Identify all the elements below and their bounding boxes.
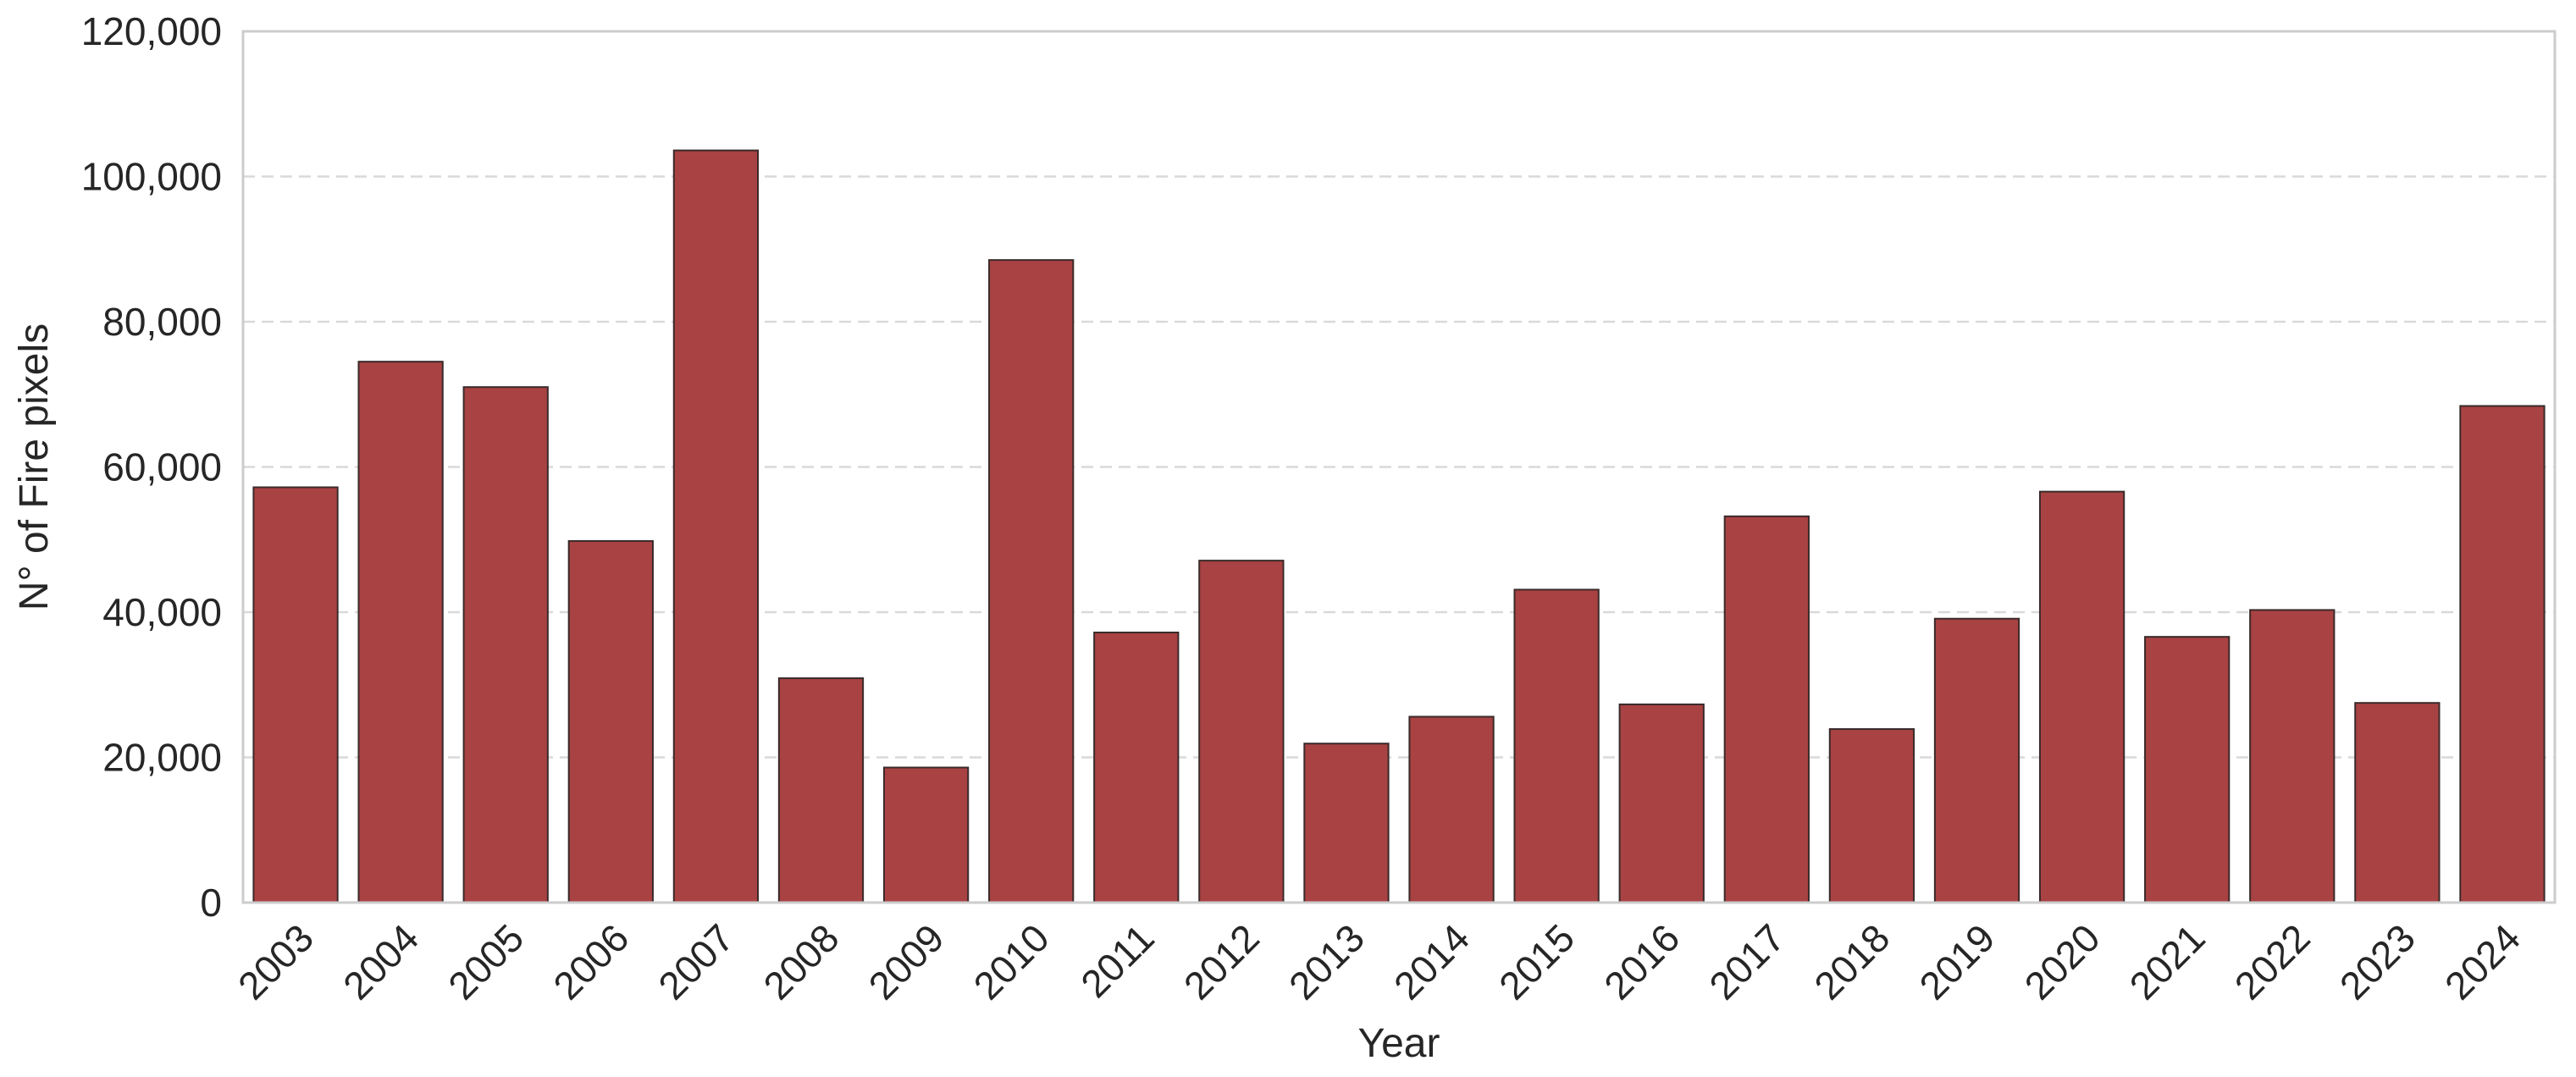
bar-2005: [462, 386, 549, 903]
x-tick-label: 2013: [1280, 915, 1373, 1008]
x-tick-label: 2018: [1805, 915, 1898, 1008]
x-tick-label: 2016: [1595, 915, 1688, 1008]
y-tick-label: 20,000: [102, 736, 222, 780]
x-tick-label: 2005: [439, 915, 532, 1008]
x-tick-label: 2017: [1700, 915, 1793, 1008]
bar-2023: [2354, 702, 2441, 903]
x-tick-label: 2008: [755, 915, 847, 1008]
bar-2009: [882, 766, 970, 903]
x-tick-label: 2019: [1910, 915, 2003, 1008]
bar-2003: [252, 486, 339, 903]
y-tick-label: 40,000: [102, 590, 222, 634]
y-axis-title: N° of Fire pixels: [12, 323, 57, 610]
bar-2008: [777, 677, 865, 903]
bar-2004: [357, 361, 444, 904]
x-tick-label: 2006: [544, 915, 637, 1008]
bar-2018: [1828, 728, 1915, 903]
bar-2007: [672, 149, 760, 903]
bar-2012: [1198, 560, 1285, 903]
bar-2020: [2038, 490, 2125, 904]
x-tick-label: 2007: [650, 915, 742, 1008]
x-tick-label: 2022: [2226, 915, 2319, 1008]
bar-2016: [1618, 703, 1705, 904]
x-tick-label: 2021: [2121, 915, 2214, 1008]
x-tick-label: 2024: [2436, 915, 2529, 1008]
x-tick-label: 2020: [2016, 915, 2109, 1008]
x-tick-label: 2004: [334, 915, 427, 1008]
x-tick-label: 2011: [1072, 915, 1163, 1006]
bar-2013: [1303, 743, 1390, 904]
y-tick-label: 60,000: [102, 445, 222, 489]
bar-2022: [2249, 609, 2336, 903]
x-tick-label: 2015: [1490, 915, 1583, 1008]
x-tick-label: 2003: [229, 915, 322, 1008]
bar-2006: [567, 539, 654, 904]
y-tick-labels: 0 20,000 40,000 60,000 80,000 100,000 120,000: [81, 9, 222, 925]
bar-2019: [1933, 617, 2020, 904]
y-tick-label: 100,000: [81, 155, 222, 199]
bar-2024: [2459, 405, 2546, 904]
x-tick-label: 2009: [860, 915, 953, 1008]
x-axis-title: Year: [1358, 1021, 1440, 1066]
x-tick-label: 2012: [1175, 915, 1268, 1008]
bar-2021: [2144, 636, 2231, 904]
x-tick-labels: 2003 2004 2005 2006 2007 2008 2009 2010 2011 2012…: [229, 915, 2529, 1008]
bar-2010: [988, 259, 1075, 903]
bar-2017: [1723, 515, 1810, 903]
bars: [252, 149, 2546, 904]
axes-frame: [241, 30, 2557, 904]
x-tick-label: 2023: [2331, 915, 2424, 1008]
bar-2015: [1513, 588, 1600, 903]
y-tick-label: 80,000: [102, 300, 222, 344]
y-tick-label: 120,000: [81, 9, 222, 53]
y-tick-label: 0: [200, 881, 222, 925]
x-tick-label: 2010: [965, 915, 1058, 1008]
bar-2014: [1408, 715, 1495, 903]
x-tick-label: 2014: [1385, 915, 1478, 1008]
bar-2011: [1093, 632, 1180, 903]
